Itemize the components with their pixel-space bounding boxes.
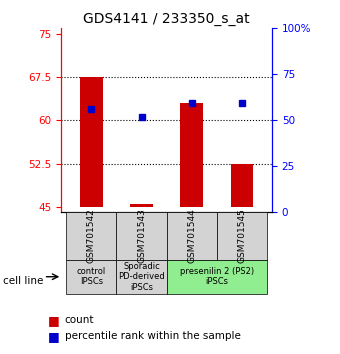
Text: count: count: [65, 315, 94, 325]
Bar: [167, 212, 217, 259]
Bar: [116, 259, 167, 294]
Text: GSM701542: GSM701542: [87, 209, 96, 263]
Bar: [66, 212, 116, 259]
Text: ■: ■: [48, 314, 59, 327]
Text: Sporadic
PD-derived
iPSCs: Sporadic PD-derived iPSCs: [118, 262, 165, 292]
Text: cell line: cell line: [3, 276, 44, 286]
Title: GDS4141 / 233350_s_at: GDS4141 / 233350_s_at: [83, 12, 250, 26]
Text: ■: ■: [48, 330, 59, 343]
Text: presenilin 2 (PS2)
iPSCs: presenilin 2 (PS2) iPSCs: [180, 267, 254, 286]
Text: control
IPSCs: control IPSCs: [77, 267, 106, 286]
Bar: [130, 204, 153, 207]
Bar: [217, 212, 267, 259]
Text: GSM701545: GSM701545: [237, 209, 246, 263]
Text: percentile rank within the sample: percentile rank within the sample: [65, 331, 240, 341]
Bar: [167, 259, 267, 294]
Bar: [80, 77, 103, 207]
Bar: [181, 103, 203, 207]
Text: GSM701544: GSM701544: [187, 209, 196, 263]
Bar: [116, 212, 167, 259]
Bar: [66, 259, 116, 294]
Text: GSM701543: GSM701543: [137, 209, 146, 263]
Bar: [231, 164, 253, 207]
